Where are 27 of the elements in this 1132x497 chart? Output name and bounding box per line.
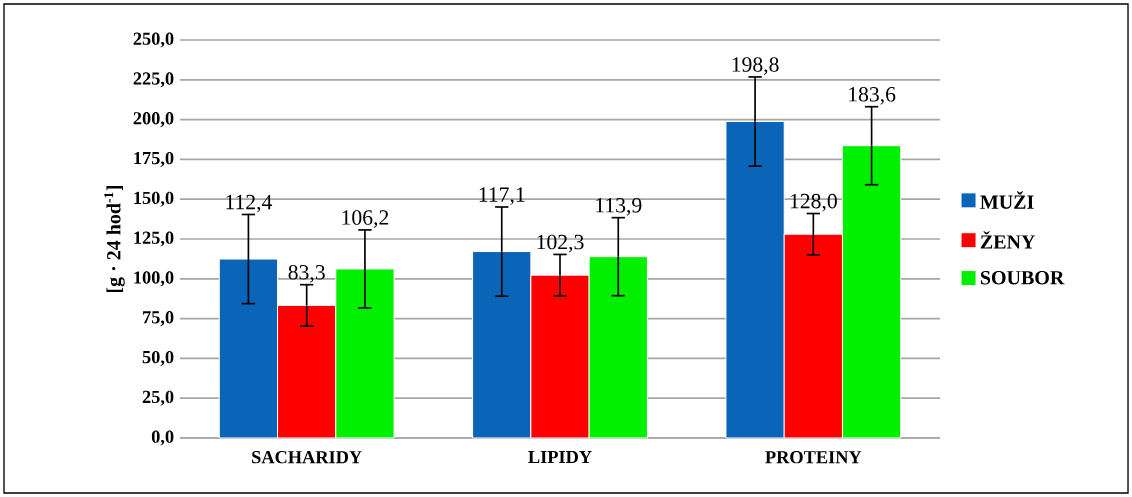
y-tick-label: 75,0 bbox=[143, 311, 174, 327]
y-tick-label: 150,0 bbox=[134, 191, 174, 207]
data-label: 198,8 bbox=[732, 57, 779, 75]
y-tick-label: 0,0 bbox=[151, 430, 174, 446]
y-tick-label: 250,0 bbox=[133, 32, 174, 48]
legend-label: SOUBOR bbox=[980, 270, 1065, 285]
y-tick-label: 175,0 bbox=[134, 151, 174, 167]
y-tick-label: 25,0 bbox=[142, 390, 174, 406]
y-axis-title: [g · 24 hod$^{-1}$] bbox=[104, 185, 125, 293]
y-tick-label: 200,0 bbox=[133, 112, 174, 128]
data-label: 102,3 bbox=[537, 234, 584, 253]
y-tick-label: 100,0 bbox=[134, 271, 174, 287]
y-tick-label: 50,0 bbox=[142, 350, 174, 366]
data-label: 83,3 bbox=[288, 264, 325, 283]
data-label: 183,6 bbox=[849, 86, 896, 105]
y-tick-label: 125,0 bbox=[134, 231, 174, 247]
x-tick-label: LIPIDY bbox=[528, 451, 592, 464]
x-tick-label: PROTEINY bbox=[765, 451, 862, 464]
data-label: 128,0 bbox=[790, 193, 837, 212]
legend-label: MUŽI bbox=[980, 191, 1034, 209]
data-label: 106,2 bbox=[342, 210, 389, 228]
data-label: 112,4 bbox=[226, 194, 273, 213]
y-tick-label: 225,0 bbox=[133, 72, 174, 88]
x-tick-label: SACHARIDY bbox=[252, 451, 362, 464]
data-label: 117,1 bbox=[479, 187, 525, 206]
legend-label: ŽENY bbox=[980, 231, 1036, 249]
data-label: 113,9 bbox=[596, 197, 642, 216]
